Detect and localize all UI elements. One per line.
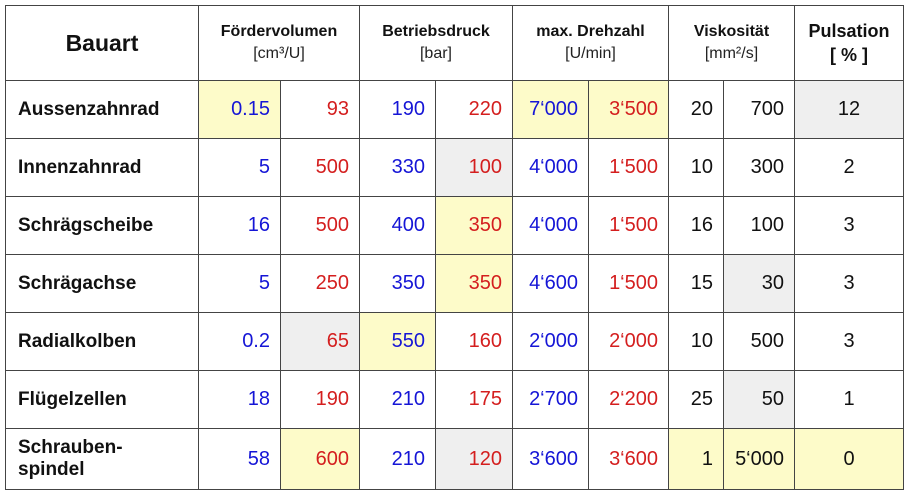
table-row: Aussenzahnrad 0.15 93 190 220 7‘000 3‘50… xyxy=(5,80,904,139)
viskositaet-min-cell: 10 xyxy=(668,312,724,371)
betriebsdruck-max-cell: 350 xyxy=(435,196,513,255)
pulsation-cell: 3 xyxy=(794,312,904,371)
foerdervolumen-max-cell: 65 xyxy=(280,312,360,371)
drehzahl-min-cell: 7‘000 xyxy=(512,80,589,139)
pulsation-cell: 1 xyxy=(794,370,904,429)
header-viskositaet-unit: [mm²/s] xyxy=(704,45,759,62)
row-label: Schrauben-spindel xyxy=(5,428,199,490)
foerdervolumen-max-cell: 500 xyxy=(280,196,360,255)
foerdervolumen-max-cell: 600 xyxy=(280,428,360,490)
foerdervolumen-min-cell: 18 xyxy=(198,370,281,429)
betriebsdruck-min-cell: 550 xyxy=(359,312,436,371)
row-label: Innenzahnrad xyxy=(5,138,199,197)
viskositaet-min-cell: 15 xyxy=(668,254,724,313)
foerdervolumen-max-cell: 93 xyxy=(280,80,360,139)
table-row: Schrägachse 5 250 350 350 4‘600 1‘500 15… xyxy=(5,254,904,313)
pulsation-cell: 3 xyxy=(794,196,904,255)
viskositaet-min-cell: 25 xyxy=(668,370,724,429)
betriebsdruck-max-cell: 350 xyxy=(435,254,513,313)
header-betriebsdruck-label: Betriebsdruck xyxy=(382,23,490,40)
header-betriebsdruck: Betriebsdruck [bar] xyxy=(359,5,513,81)
row-label: Schrägscheibe xyxy=(5,196,199,255)
header-pulsation: Pulsation [ % ] xyxy=(794,5,904,81)
betriebsdruck-max-cell: 120 xyxy=(435,428,513,490)
drehzahl-min-cell: 4‘600 xyxy=(512,254,589,313)
header-viskositaet-label: Viskosität xyxy=(693,23,770,40)
betriebsdruck-max-cell: 160 xyxy=(435,312,513,371)
foerdervolumen-max-cell: 250 xyxy=(280,254,360,313)
pump-comparison-table: Bauart Fördervolumen [cm³/U] Betriebsdru… xyxy=(5,5,904,490)
betriebsdruck-min-cell: 210 xyxy=(359,428,436,490)
drehzahl-max-cell: 1‘500 xyxy=(588,138,669,197)
header-foerdervolumen-unit: [cm³/U] xyxy=(253,45,305,62)
drehzahl-min-cell: 4‘000 xyxy=(512,138,589,197)
foerdervolumen-max-cell: 500 xyxy=(280,138,360,197)
foerdervolumen-min-cell: 5 xyxy=(198,138,281,197)
pulsation-cell: 3 xyxy=(794,254,904,313)
betriebsdruck-max-cell: 100 xyxy=(435,138,513,197)
drehzahl-min-cell: 2‘000 xyxy=(512,312,589,371)
foerdervolumen-min-cell: 5 xyxy=(198,254,281,313)
pulsation-cell: 12 xyxy=(794,80,904,139)
drehzahl-max-cell: 2‘200 xyxy=(588,370,669,429)
table-row: Radialkolben 0.2 65 550 160 2‘000 2‘000 … xyxy=(5,312,904,371)
betriebsdruck-min-cell: 210 xyxy=(359,370,436,429)
pulsation-cell: 0 xyxy=(794,428,904,490)
betriebsdruck-max-cell: 220 xyxy=(435,80,513,139)
betriebsdruck-max-cell: 175 xyxy=(435,370,513,429)
viskositaet-min-cell: 16 xyxy=(668,196,724,255)
row-label-line1: Schrauben- xyxy=(18,437,123,458)
drehzahl-max-cell: 1‘500 xyxy=(588,196,669,255)
drehzahl-min-cell: 2‘700 xyxy=(512,370,589,429)
header-drehzahl-unit: [U/min] xyxy=(565,45,616,62)
drehzahl-min-cell: 4‘000 xyxy=(512,196,589,255)
table-row: Schrauben-spindel 58 600 210 120 3‘600 3… xyxy=(5,428,904,490)
pulsation-cell: 2 xyxy=(794,138,904,197)
row-label: Flügelzellen xyxy=(5,370,199,429)
foerdervolumen-min-cell: 16 xyxy=(198,196,281,255)
header-pulsation-label: Pulsation xyxy=(808,21,890,41)
foerdervolumen-min-cell: 0.2 xyxy=(198,312,281,371)
drehzahl-max-cell: 2‘000 xyxy=(588,312,669,371)
foerdervolumen-min-cell: 58 xyxy=(198,428,281,490)
row-label: Radialkolben xyxy=(5,312,199,371)
header-drehzahl: max. Drehzahl [U/min] xyxy=(512,5,669,81)
row-label-line2: spindel xyxy=(18,459,85,480)
header-foerdervolumen: Fördervolumen [cm³/U] xyxy=(198,5,360,81)
viskositaet-min-cell: 20 xyxy=(668,80,724,139)
header-bauart: Bauart xyxy=(5,5,199,81)
betriebsdruck-min-cell: 330 xyxy=(359,138,436,197)
header-viskositaet: Viskosität [mm²/s] xyxy=(668,5,795,81)
row-label: Schrägachse xyxy=(5,254,199,313)
row-label: Aussenzahnrad xyxy=(5,80,199,139)
table-row: Flügelzellen 18 190 210 175 2‘700 2‘200 … xyxy=(5,370,904,429)
header-drehzahl-label: max. Drehzahl xyxy=(536,23,645,40)
viskositaet-max-cell: 30 xyxy=(723,254,795,313)
viskositaet-max-cell: 500 xyxy=(723,312,795,371)
foerdervolumen-max-cell: 190 xyxy=(280,370,360,429)
foerdervolumen-min-cell: 0.15 xyxy=(198,80,281,139)
betriebsdruck-min-cell: 350 xyxy=(359,254,436,313)
viskositaet-min-cell: 1 xyxy=(668,428,724,490)
drehzahl-min-cell: 3‘600 xyxy=(512,428,589,490)
table-row: Schrägscheibe 16 500 400 350 4‘000 1‘500… xyxy=(5,196,904,255)
header-foerdervolumen-label: Fördervolumen xyxy=(220,23,338,40)
drehzahl-max-cell: 3‘500 xyxy=(588,80,669,139)
viskositaet-max-cell: 700 xyxy=(723,80,795,139)
header-row: Bauart Fördervolumen [cm³/U] Betriebsdru… xyxy=(5,5,904,81)
viskositaet-max-cell: 100 xyxy=(723,196,795,255)
viskositaet-min-cell: 10 xyxy=(668,138,724,197)
betriebsdruck-min-cell: 400 xyxy=(359,196,436,255)
drehzahl-max-cell: 1‘500 xyxy=(588,254,669,313)
viskositaet-max-cell: 50 xyxy=(723,370,795,429)
table-row: Innenzahnrad 5 500 330 100 4‘000 1‘500 1… xyxy=(5,138,904,197)
betriebsdruck-min-cell: 190 xyxy=(359,80,436,139)
header-pulsation-unit: [ % ] xyxy=(830,45,868,65)
drehzahl-max-cell: 3‘600 xyxy=(588,428,669,490)
header-betriebsdruck-unit: [bar] xyxy=(419,45,452,62)
viskositaet-max-cell: 300 xyxy=(723,138,795,197)
viskositaet-max-cell: 5‘000 xyxy=(723,428,795,490)
